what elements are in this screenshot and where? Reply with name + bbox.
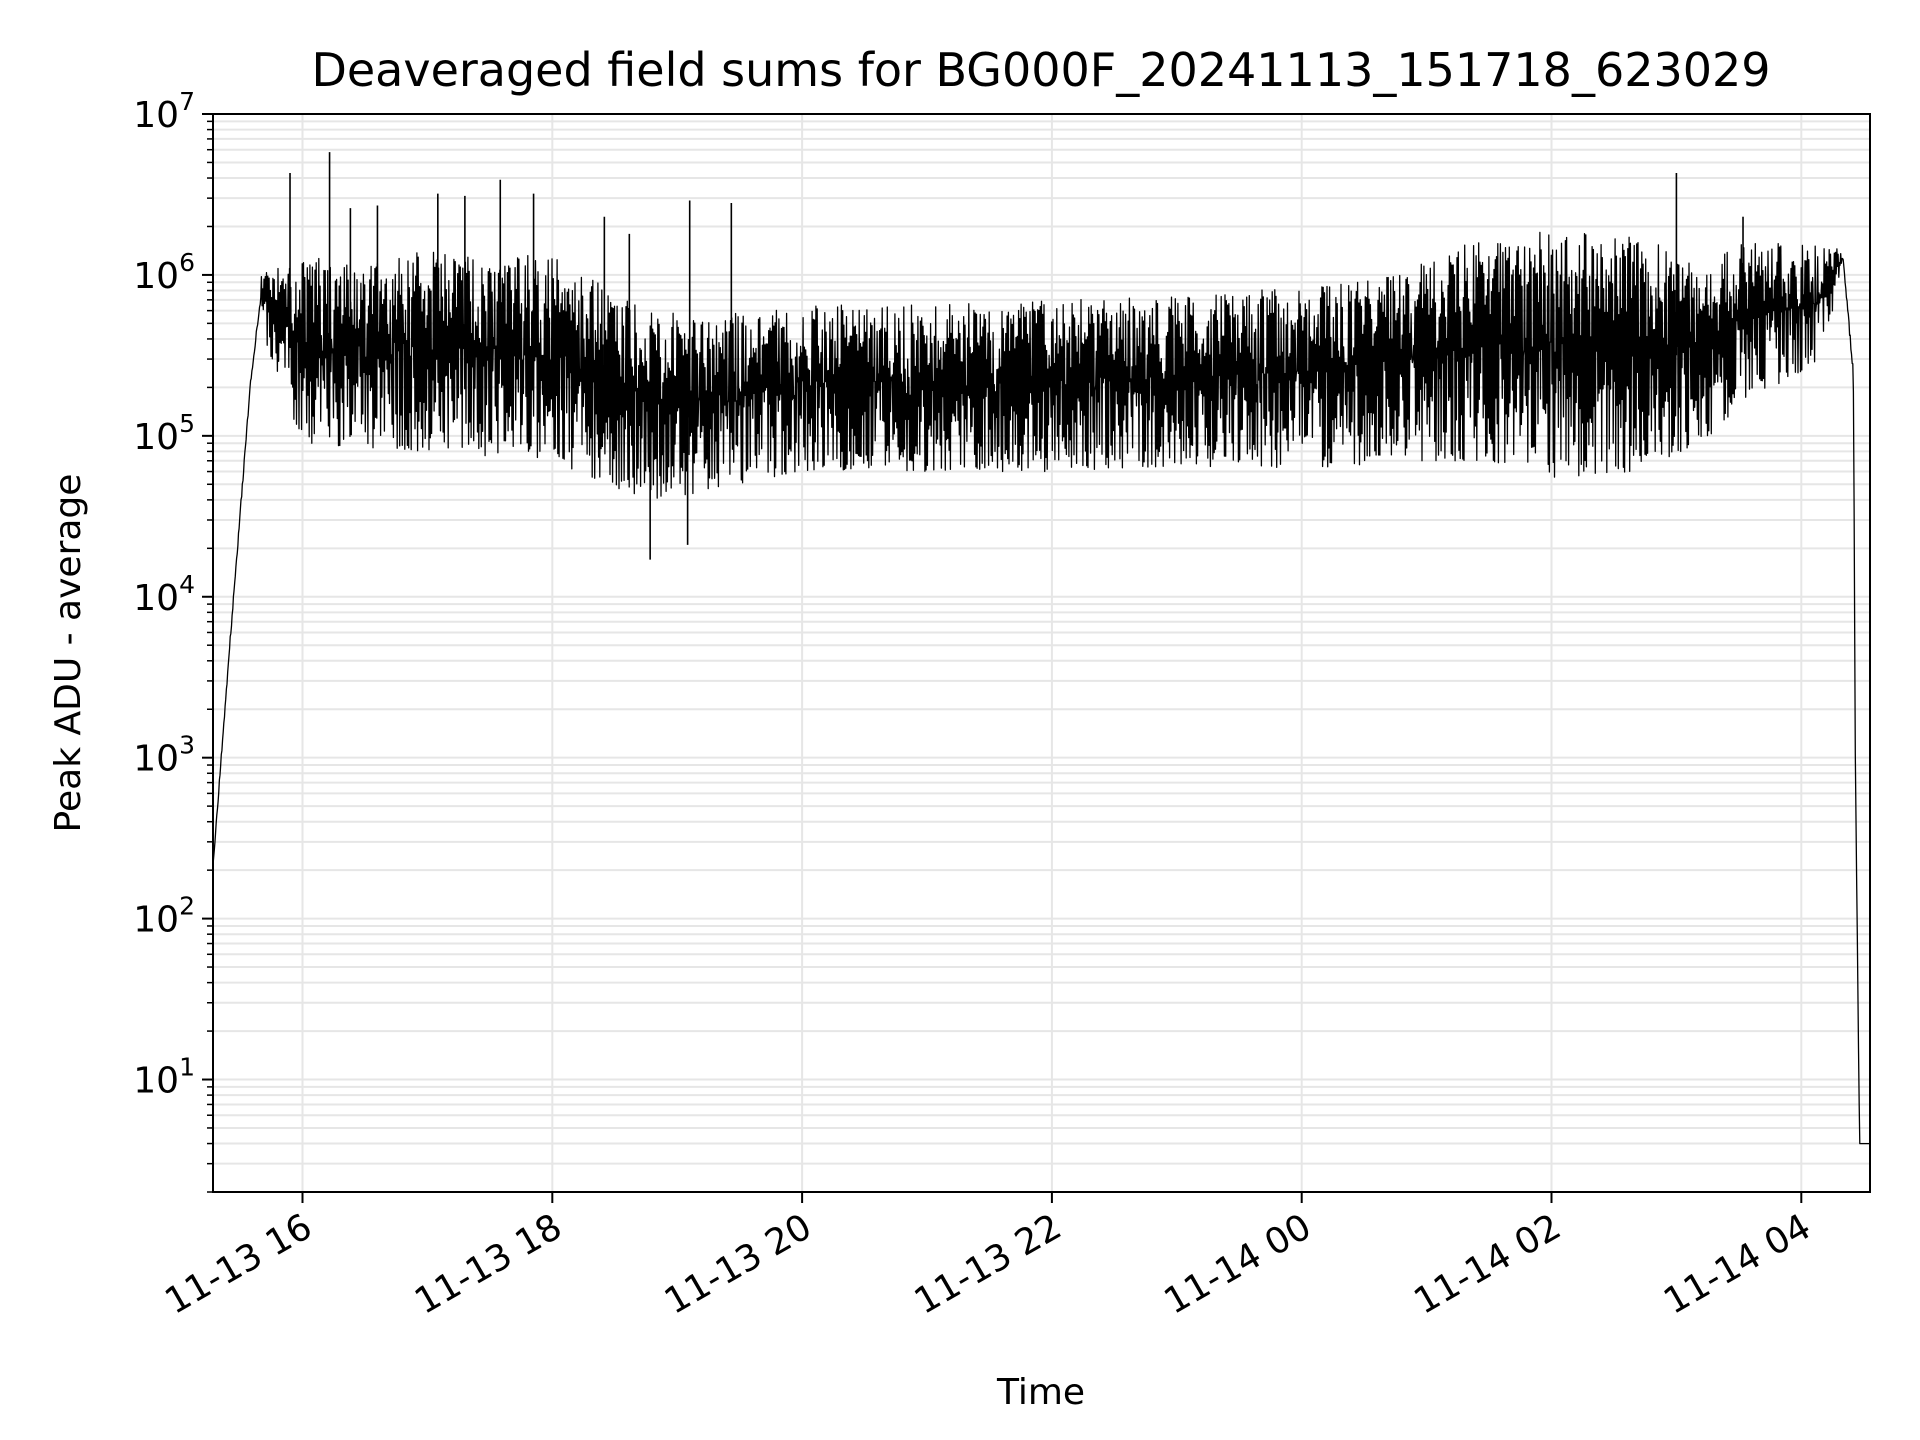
y-axis-label: Peak ADU - average — [48, 474, 89, 833]
y-tick-label: 106 — [133, 248, 195, 297]
y-tick-label: 107 — [133, 87, 195, 136]
y-tick-label: 103 — [133, 731, 195, 780]
plot-frame — [212, 113, 1871, 1193]
series-line — [212, 231, 1871, 1145]
chart-title: Deaveraged field sums for BG000F_2024111… — [311, 43, 1770, 97]
y-tick-label: 101 — [133, 1053, 195, 1102]
y-tick-label: 105 — [133, 409, 195, 458]
y-tick-label: 104 — [133, 570, 195, 619]
y-tick-label: 102 — [133, 892, 195, 941]
plot-area — [212, 152, 1871, 1145]
x-axis-label: Time — [996, 1372, 1085, 1413]
